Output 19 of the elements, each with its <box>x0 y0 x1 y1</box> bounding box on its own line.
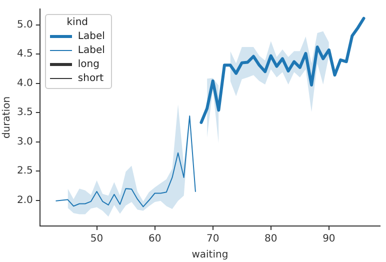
y-tick-label: 3.5 <box>16 107 33 118</box>
y-tick-label: 4.0 <box>16 78 33 89</box>
y-tick-label: 2.5 <box>16 166 33 177</box>
legend-label: short <box>78 72 104 84</box>
y-axis-title: duration <box>2 96 13 139</box>
legend-title: kind <box>66 17 90 28</box>
x-tick-label: 80 <box>264 234 278 245</box>
x-tick-label: 90 <box>322 234 336 245</box>
y-tick-label: 4.5 <box>16 48 33 60</box>
legend-label: Label <box>78 44 105 56</box>
legend-label: long <box>78 58 100 70</box>
y-tick-label: 2.0 <box>16 194 33 206</box>
x-tick-label: 50 <box>90 234 104 245</box>
x-axis-title: waiting <box>192 250 228 261</box>
legend-label: Label <box>78 30 105 42</box>
x-tick-label: 70 <box>206 234 220 245</box>
x-tick-label: 60 <box>148 234 162 245</box>
y-tick-label: 5.0 <box>16 19 33 30</box>
y-tick-label: 3.0 <box>16 136 33 148</box>
